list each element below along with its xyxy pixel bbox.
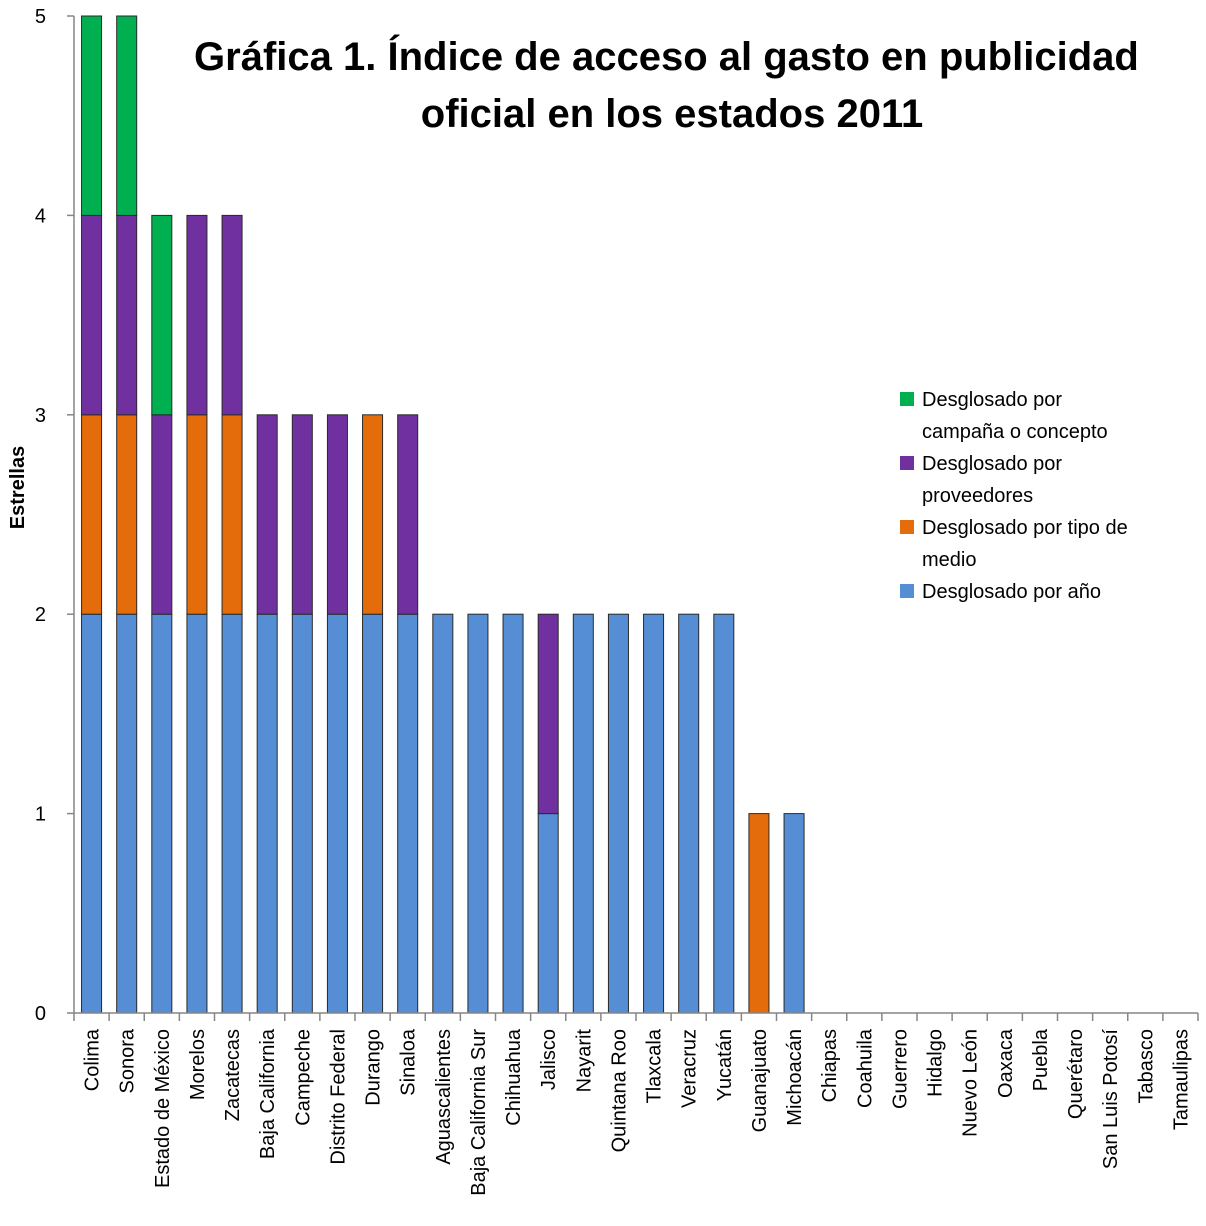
bar-segment	[432, 613, 454, 1014]
bars-group	[81, 15, 805, 1014]
bar-segment	[116, 414, 138, 615]
bar-segment	[326, 613, 348, 1014]
legend: Desglosado por campaña o concepto Desglosa…	[900, 389, 1128, 603]
bar-segment	[572, 613, 594, 1014]
bar-segment	[713, 613, 735, 1014]
legend-label: Desglosado por	[922, 389, 1062, 411]
x-tick-label: Michoacán	[784, 1029, 806, 1126]
y-tick-label: 3	[35, 405, 46, 427]
bar-segment	[221, 214, 243, 416]
legend-label: Desglosado por año	[922, 581, 1101, 603]
x-tick-label: Aguascalientes	[433, 1029, 455, 1165]
x-tick-label: Querétaro	[1065, 1029, 1087, 1119]
x-tick-label: Baja California Sur	[468, 1029, 490, 1196]
x-tick-label: Baja California	[257, 1028, 279, 1159]
bar-segment	[397, 414, 419, 615]
bar-segment	[326, 414, 348, 615]
bar-segment	[186, 414, 208, 615]
chart-title: Gráfica 1. Índice de acceso al gasto en …	[194, 34, 1150, 136]
bar-segment	[81, 414, 103, 615]
x-tick-label: San Luis Potosí	[1100, 1029, 1122, 1170]
x-tick-label: Chiapas	[819, 1029, 841, 1102]
legend-swatch	[900, 584, 914, 598]
x-tick-label: Guanajuato	[749, 1029, 771, 1132]
x-tick-label: Guerrero	[889, 1029, 911, 1109]
bar-segment	[783, 813, 805, 1014]
bar-segment	[221, 613, 243, 1014]
legend-swatch	[900, 392, 914, 406]
bar-segment	[186, 214, 208, 416]
y-tick-label: 4	[35, 205, 46, 227]
x-tick-label: Campeche	[292, 1029, 314, 1126]
bar-segment	[256, 613, 278, 1014]
bar-segment	[362, 414, 384, 615]
legend-label: medio	[922, 549, 976, 571]
bar-segment	[291, 414, 313, 615]
bar-segment	[502, 613, 524, 1014]
legend-label: campaña o concepto	[922, 421, 1108, 443]
bar-segment	[397, 613, 419, 1014]
y-tick-label: 0	[35, 1003, 46, 1025]
axes-group	[73, 16, 1198, 1014]
x-ticks: Colima Sonora Estado de México Morelos Zacat…	[73, 1013, 1199, 1196]
x-tick-label: Colima	[82, 1028, 104, 1091]
x-tick-label: Veracruz	[679, 1029, 701, 1108]
bar-segment	[81, 613, 103, 1014]
x-tick-label: Tamaulipas	[1170, 1029, 1192, 1130]
x-tick-label: Distrito Federal	[327, 1029, 349, 1165]
y-ticks: 0 1 2 3 4 5	[35, 6, 74, 1025]
bar-segment	[186, 613, 208, 1014]
bar-segment	[116, 15, 138, 216]
x-tick-label: Tlaxcala	[644, 1028, 666, 1103]
x-tick-label: Nuevo León	[960, 1029, 982, 1137]
x-tick-label: Zacatecas	[222, 1029, 244, 1121]
x-tick-label: Puebla	[1030, 1028, 1052, 1091]
x-tick-label: Morelos	[187, 1029, 209, 1100]
bar-segment	[362, 613, 384, 1014]
x-tick-label: Sonora	[117, 1028, 139, 1093]
x-tick-label: Chihuahua	[503, 1028, 525, 1126]
chart-title-line-1: Gráfica 1. Índice de acceso al gasto en …	[194, 34, 1139, 79]
x-tick-label: Quintana Roo	[608, 1029, 630, 1152]
x-tick-label: Tabasco	[1135, 1029, 1157, 1104]
bar-segment	[607, 613, 629, 1014]
x-tick-label: Yucatán	[714, 1029, 736, 1101]
bar-segment	[151, 414, 173, 615]
bar-segment	[748, 813, 770, 1014]
bar-segment	[467, 613, 489, 1014]
legend-label: proveedores	[922, 485, 1033, 507]
bar-segment	[81, 15, 103, 216]
x-tick-label: Sinaloa	[398, 1028, 420, 1096]
bar-segment	[537, 813, 559, 1014]
bar-segment	[256, 414, 278, 615]
legend-swatch	[900, 456, 914, 470]
y-tick-label: 2	[35, 604, 46, 626]
y-tick-label: 1	[35, 804, 46, 826]
bar-segment	[643, 613, 665, 1014]
x-tick-label: Nayarit	[573, 1029, 595, 1093]
chart-title-line-2: oficial en los estados 2011	[421, 92, 923, 136]
x-tick-label: Hidalgo	[925, 1029, 947, 1097]
y-tick-label: 5	[35, 6, 46, 28]
bar-segment	[221, 414, 243, 615]
bar-segment	[291, 613, 313, 1014]
x-tick-label: Durango	[363, 1029, 385, 1106]
bar-segment	[151, 214, 173, 416]
bar-segment	[81, 214, 103, 416]
bar-segment	[116, 214, 138, 416]
legend-swatch	[900, 520, 914, 534]
bar-segment	[116, 613, 138, 1014]
legend-label: Desglosado por tipo de	[922, 517, 1128, 539]
x-tick-label: Estado de México	[152, 1029, 174, 1188]
y-axis-label: Estrellas	[7, 446, 29, 529]
x-tick-label: Oaxaca	[995, 1028, 1017, 1098]
legend-label: Desglosado por	[922, 453, 1062, 475]
bar-segment	[537, 613, 559, 815]
x-tick-label: Jalisco	[538, 1029, 560, 1090]
bar-segment	[151, 613, 173, 1014]
x-tick-label: Coahuila	[854, 1028, 876, 1108]
bar-segment	[678, 613, 700, 1014]
